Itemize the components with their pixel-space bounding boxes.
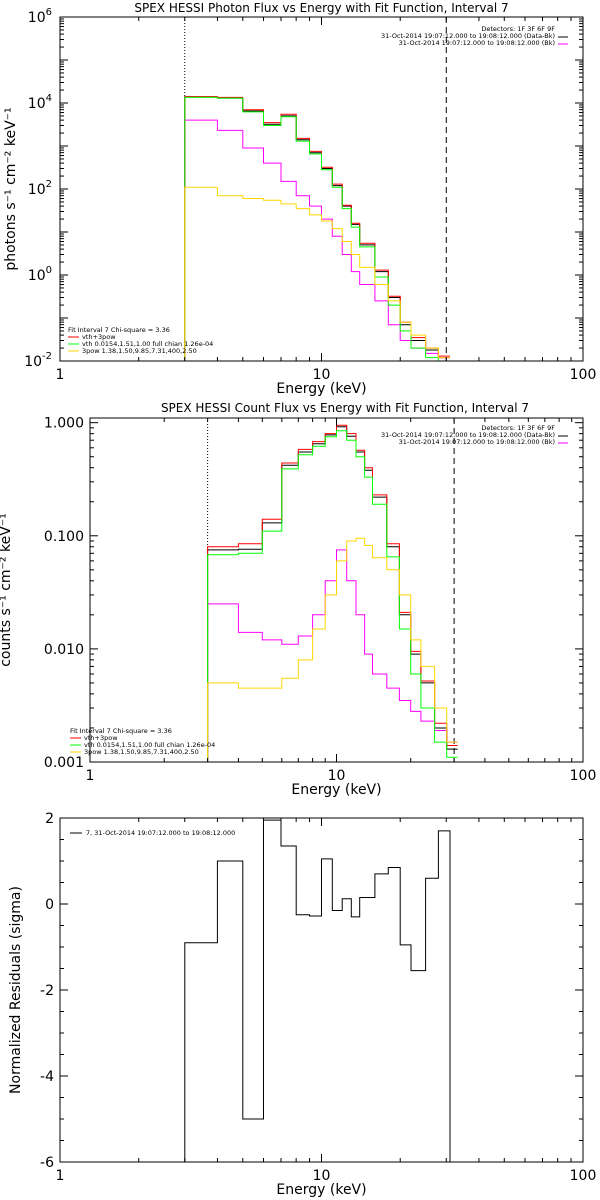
fit-label: Fit Interval 7 Chi-square = 3.36 <box>68 326 170 334</box>
x-axis-2: 1 10 100 Energy (keV) <box>86 418 597 798</box>
count-flux-chart: SPEX HESSI Count Flux vs Energy with Fit… <box>0 401 583 771</box>
residual-series <box>184 819 451 1162</box>
y-tick-label: 2 <box>45 811 54 827</box>
y-tick-label: 0 <box>45 897 54 913</box>
x-tick-label: 10 <box>313 367 331 383</box>
fit-label: vth 0.0154,1.51,1.00 full chian 1.26e-04 <box>82 340 213 348</box>
series-data-bk <box>184 96 450 361</box>
y-tick-label: 0.100 <box>44 529 84 545</box>
legend-entry: 31-Oct-2014 19:07:12.000 to 19:08:12.000… <box>399 438 555 446</box>
y-tick-exponent: -2 <box>42 351 52 362</box>
fit-label: vth+3pow <box>82 333 116 341</box>
photon-flux-chart: SPEX HESSI Photon Flux vs Energy with Fi… <box>3 1 583 370</box>
x-axis-label: Energy (keV) <box>291 782 381 798</box>
x-tick-label: 10 <box>313 1168 331 1184</box>
y-tick-label: 100 <box>28 265 52 284</box>
x-tick-label: 1 <box>56 1168 65 1184</box>
legend-entry: 31-Oct-2014 19:07:12.000 to 19:08:12.000… <box>381 32 555 40</box>
chart-title: SPEX HESSI Count Flux vs Energy with Fit… <box>161 401 529 415</box>
x-tick-label: 1 <box>86 768 95 784</box>
series-bk <box>207 549 458 762</box>
x-tick-label: 1 <box>56 367 65 383</box>
y-tick-exponent: 0 <box>46 265 52 276</box>
y-tick-base: 10 <box>28 268 46 284</box>
chart-title: SPEX HESSI Photon Flux vs Energy with Fi… <box>134 1 508 15</box>
series-vth <box>207 430 458 762</box>
y-tick-label: 10-2 <box>24 351 52 370</box>
legend-entry: 31-Oct-2014 19:07:12.000 to 19:08:12.000… <box>381 431 555 439</box>
fit-label: vth+3pow <box>84 734 118 742</box>
y-tick-label: 104 <box>28 93 52 112</box>
x-tick-label: 100 <box>570 367 597 383</box>
y-tick-label: 1.000 <box>44 416 84 432</box>
plot-frame-1 <box>59 16 584 362</box>
legend-entry: Detectors: 1F 3F 6F 9F <box>481 424 555 432</box>
fit-label: 3pow 1.38,1.50,9.85,7.31,400,2.50 <box>82 347 197 355</box>
x-tick-label: 10 <box>328 768 346 784</box>
series-vth <box>184 96 450 362</box>
series-3pow <box>184 186 450 361</box>
y-tick-base: 10 <box>28 10 46 26</box>
y-tick-label: 0.001 <box>44 755 84 771</box>
y-tick-label: 102 <box>28 179 52 198</box>
y-tick-base: 10 <box>24 354 42 370</box>
y-axis-label: counts s⁻¹ cm⁻² keV⁻¹ <box>0 513 14 667</box>
legend-entry: 7, 31-Oct-2014 19:07:12.000 to 19:08:12.… <box>86 829 235 837</box>
x-axis-1: 1 10 100 Energy (keV) <box>56 17 597 397</box>
x-axis-label: Energy (keV) <box>276 381 366 397</box>
series-3pow <box>207 537 458 762</box>
x-axis-label: Energy (keV) <box>276 1182 366 1198</box>
series-vth-3pow <box>184 96 450 361</box>
legend-entry: 31-Oct-2014 19:07:12.000 to 19:08:12.000… <box>399 39 555 47</box>
y-tick-label: -6 <box>40 1155 54 1171</box>
y-tick-label: -2 <box>40 983 54 999</box>
x-axis-3: 1 10 100 Energy (keV) <box>56 818 597 1198</box>
y-tick-exponent: 4 <box>46 93 52 104</box>
fit-label: Fit Interval 7 Chi-square = 3.36 <box>70 727 172 735</box>
y-axis-label: Normalized Residuals (sigma) <box>8 886 24 1094</box>
legend-entry: Detectors: 1F 3F 6F 9F <box>481 25 555 33</box>
y-tick-base: 10 <box>28 96 46 112</box>
fit-label: vth 0.0154,1.51,1.00 full chian 1.26e-04 <box>84 741 215 749</box>
x-tick-label: 100 <box>570 768 597 784</box>
y-tick-label: 106 <box>28 7 52 26</box>
x-tick-label: 100 <box>570 1168 597 1184</box>
residuals-chart: -6 -4 -2 0 2 Normalized Residuals (sigma) 7, 3… <box>8 811 583 1171</box>
y-tick-base: 10 <box>28 182 46 198</box>
y-tick-label: -4 <box>40 1069 54 1085</box>
y-tick-exponent: 6 <box>46 7 52 18</box>
y-axis-label: photons s⁻¹ cm⁻² keV⁻¹ <box>3 107 19 270</box>
y-tick-label: 0.010 <box>44 642 84 658</box>
y-tick-exponent: 2 <box>46 179 52 190</box>
fit-label: 3pow 1.38,1.50,9.85,7.31,400,2.50 <box>84 748 199 756</box>
